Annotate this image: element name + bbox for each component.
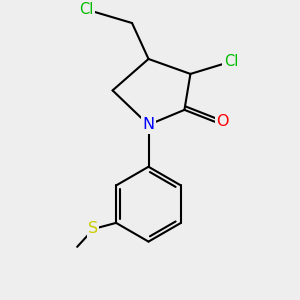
Text: S: S — [88, 221, 98, 236]
Text: Cl: Cl — [224, 55, 238, 70]
Text: O: O — [216, 114, 229, 129]
Text: N: N — [142, 117, 154, 132]
Text: Cl: Cl — [79, 2, 93, 17]
